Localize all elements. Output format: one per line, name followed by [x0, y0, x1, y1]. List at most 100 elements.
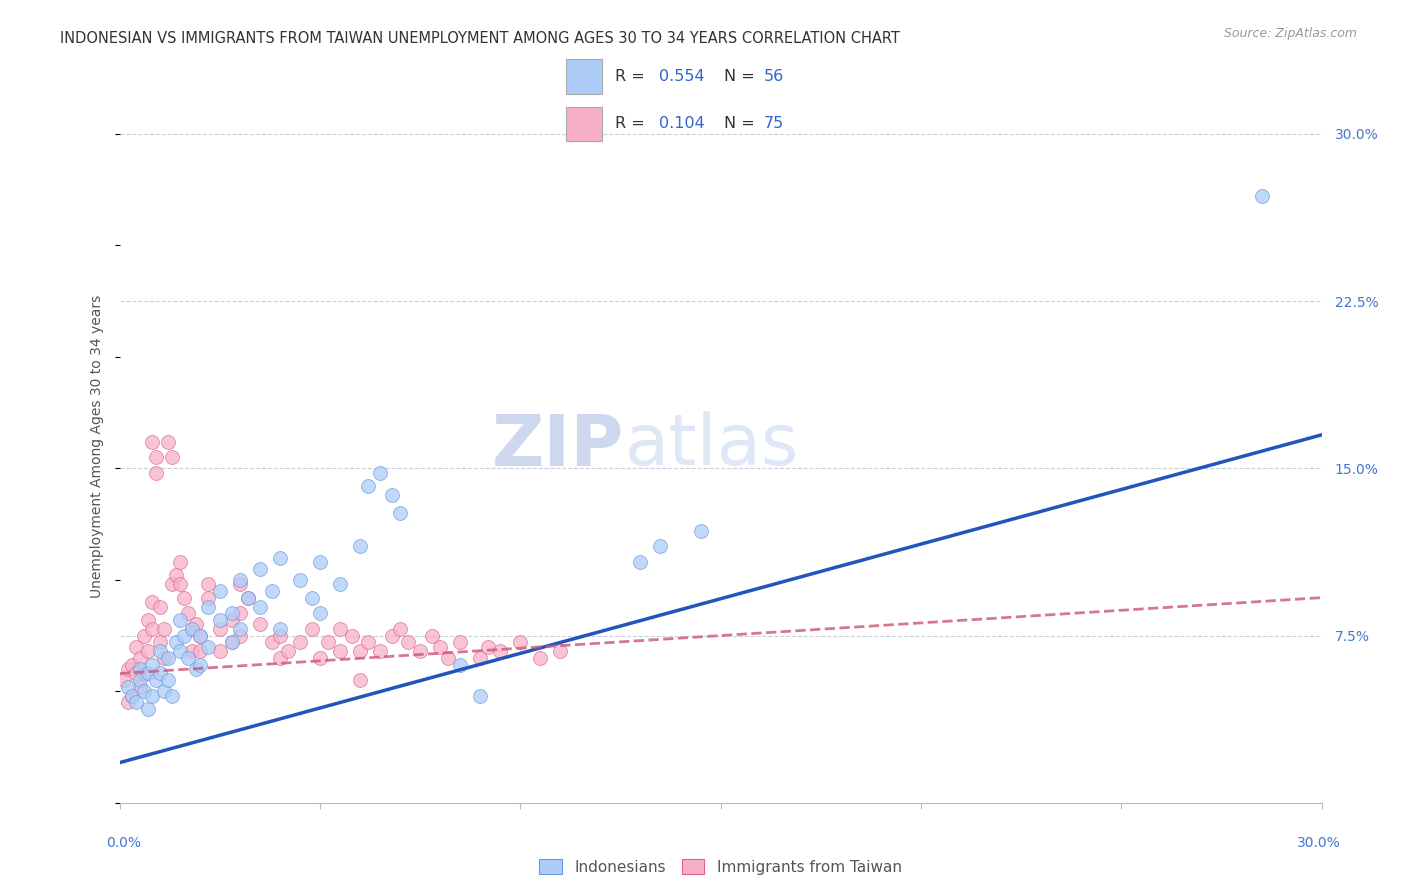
Point: [128, 673, 150, 687]
Point: [689, 524, 711, 538]
Point: [228, 607, 252, 621]
Point: [173, 628, 195, 642]
Text: 75: 75: [763, 117, 783, 131]
Point: [141, 595, 163, 609]
Point: [180, 622, 202, 636]
Point: [409, 644, 432, 658]
Point: [121, 689, 143, 703]
Point: [288, 635, 311, 649]
Text: R =: R =: [616, 70, 650, 84]
Point: [141, 434, 163, 449]
Point: [117, 680, 139, 694]
Point: [180, 622, 202, 636]
Point: [165, 635, 187, 649]
Point: [269, 622, 291, 636]
Point: [132, 684, 155, 698]
Point: [121, 689, 143, 703]
Text: 0.0%: 0.0%: [107, 836, 141, 850]
Point: [550, 644, 572, 658]
Point: [329, 644, 352, 658]
Point: [288, 573, 311, 587]
Point: [208, 644, 231, 658]
Point: [188, 657, 211, 672]
Point: [236, 591, 259, 605]
Point: [136, 702, 159, 716]
Point: [349, 539, 371, 553]
Point: [188, 628, 211, 642]
Point: [208, 583, 231, 598]
Point: [228, 628, 252, 642]
Point: [221, 635, 243, 649]
Point: [368, 466, 391, 480]
Point: [124, 666, 146, 681]
Point: [228, 573, 252, 587]
Point: [316, 635, 339, 649]
Point: [145, 450, 167, 465]
Text: N =: N =: [724, 117, 761, 131]
Point: [249, 562, 271, 576]
Point: [269, 550, 291, 565]
Point: [165, 568, 187, 582]
Point: [208, 613, 231, 627]
Point: [128, 662, 150, 676]
Point: [128, 680, 150, 694]
Point: [228, 622, 252, 636]
FancyBboxPatch shape: [565, 106, 602, 141]
Point: [388, 622, 412, 636]
Point: [180, 644, 202, 658]
Point: [449, 657, 471, 672]
Point: [145, 673, 167, 687]
Text: R =: R =: [616, 117, 650, 131]
Legend: Indonesians, Immigrants from Taiwan: Indonesians, Immigrants from Taiwan: [533, 853, 908, 880]
Point: [128, 651, 150, 665]
Point: [357, 479, 380, 493]
Point: [329, 622, 352, 636]
Point: [152, 651, 174, 665]
Point: [156, 673, 179, 687]
Point: [169, 577, 191, 591]
Point: [221, 607, 243, 621]
Point: [176, 651, 198, 665]
Point: [429, 640, 451, 654]
Text: 0.104: 0.104: [659, 117, 706, 131]
Point: [388, 506, 412, 520]
Point: [149, 635, 172, 649]
Point: [269, 651, 291, 665]
Point: [117, 662, 139, 676]
Point: [529, 651, 551, 665]
Point: [197, 599, 219, 614]
Point: [381, 488, 404, 502]
Point: [184, 662, 207, 676]
Point: [489, 644, 512, 658]
Point: [1250, 189, 1272, 203]
Point: [169, 555, 191, 569]
Point: [141, 657, 163, 672]
Point: [260, 583, 283, 598]
Point: [132, 666, 155, 681]
Text: ZIP: ZIP: [492, 411, 624, 481]
Point: [141, 689, 163, 703]
Point: [149, 644, 172, 658]
Point: [197, 640, 219, 654]
Point: [152, 622, 174, 636]
Point: [301, 591, 323, 605]
Point: [309, 651, 332, 665]
Point: [437, 651, 460, 665]
Point: [197, 577, 219, 591]
Point: [136, 644, 159, 658]
Point: [117, 696, 139, 710]
Point: [269, 628, 291, 642]
Text: atlas: atlas: [624, 411, 799, 481]
Point: [381, 628, 404, 642]
Text: 56: 56: [763, 70, 783, 84]
Point: [468, 689, 492, 703]
FancyBboxPatch shape: [565, 59, 602, 95]
Point: [277, 644, 299, 658]
Point: [184, 617, 207, 632]
Text: 0.554: 0.554: [659, 70, 704, 84]
Point: [357, 635, 380, 649]
Point: [509, 635, 531, 649]
Point: [156, 434, 179, 449]
Point: [349, 644, 371, 658]
Point: [121, 657, 143, 672]
